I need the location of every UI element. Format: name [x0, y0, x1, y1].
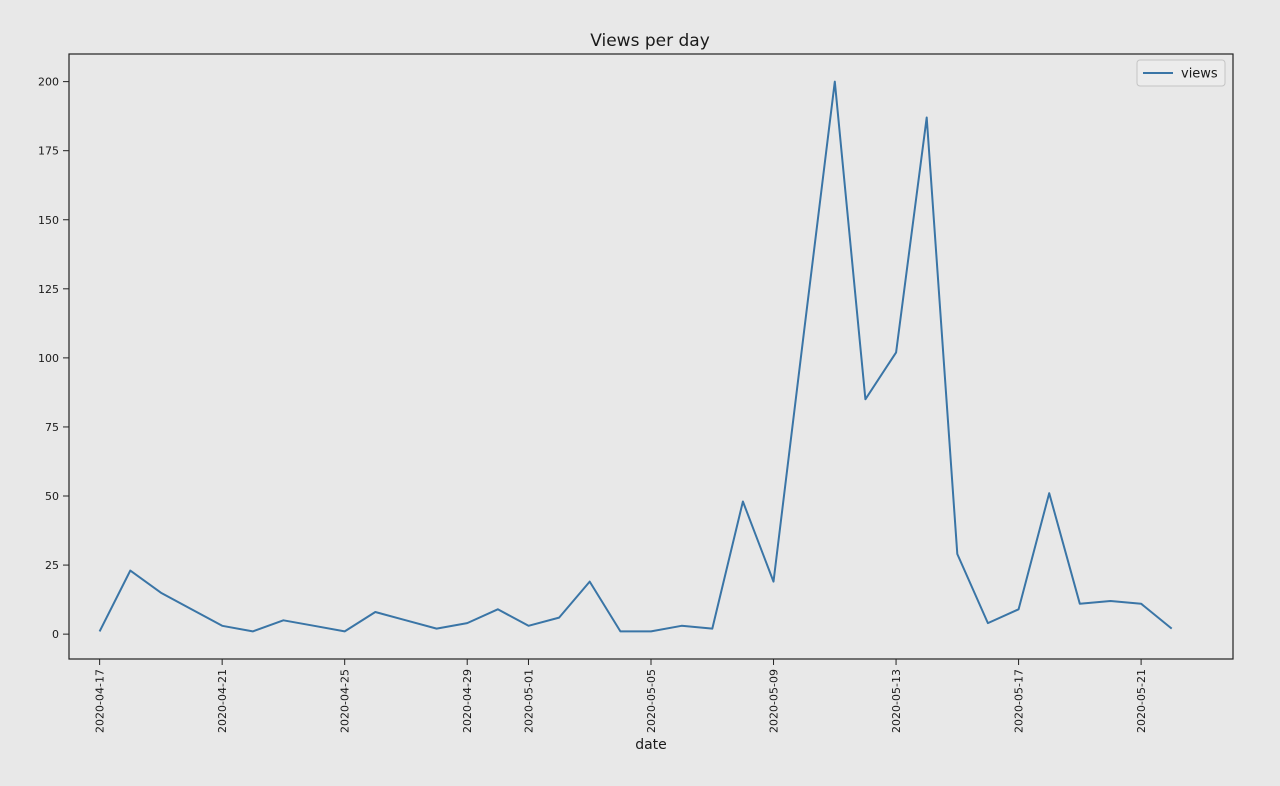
- y-tick-label: 125: [38, 283, 59, 296]
- x-tick-label: 2020-05-09: [768, 669, 781, 733]
- x-tick-label: 2020-05-05: [645, 669, 658, 733]
- x-axis-label: date: [635, 737, 667, 753]
- legend-box: [1136, 59, 1226, 87]
- x-axis: 2020-04-17 2020-04-21 2020-04-25 2020-04-29…: [94, 659, 1148, 733]
- x-tick-label: 2020-05-01: [522, 669, 535, 733]
- x-tick-label: 2020-04-29: [461, 669, 474, 733]
- y-tick-label: 175: [38, 145, 59, 158]
- x-tick-label: 2020-05-21: [1135, 669, 1148, 733]
- x-tick-label: 2020-04-21: [216, 669, 229, 733]
- y-tick-label: 150: [38, 214, 59, 227]
- y-tick-label: 25: [45, 559, 59, 572]
- y-tick-label: 50: [45, 490, 59, 503]
- y-axis: 0 25 50 75 100 125 150 175 200: [38, 76, 69, 641]
- legend-label-views: views: [1181, 67, 1218, 82]
- y-tick-label: 100: [38, 352, 59, 365]
- y-tick-label: 0: [52, 628, 59, 641]
- y-tick-label: 200: [38, 76, 59, 89]
- plot-frame: [68, 53, 1234, 660]
- x-tick-label: 2020-04-25: [339, 669, 352, 733]
- y-tick-label: 75: [45, 421, 59, 434]
- series-line-views: [98, 80, 1173, 633]
- legend: views: [1136, 59, 1226, 87]
- x-tick-label: 2020-05-17: [1013, 669, 1026, 733]
- x-tick-label: 2020-04-17: [94, 669, 107, 733]
- x-tick-label: 2020-05-13: [890, 669, 903, 733]
- chart-title: Views per day: [590, 31, 710, 51]
